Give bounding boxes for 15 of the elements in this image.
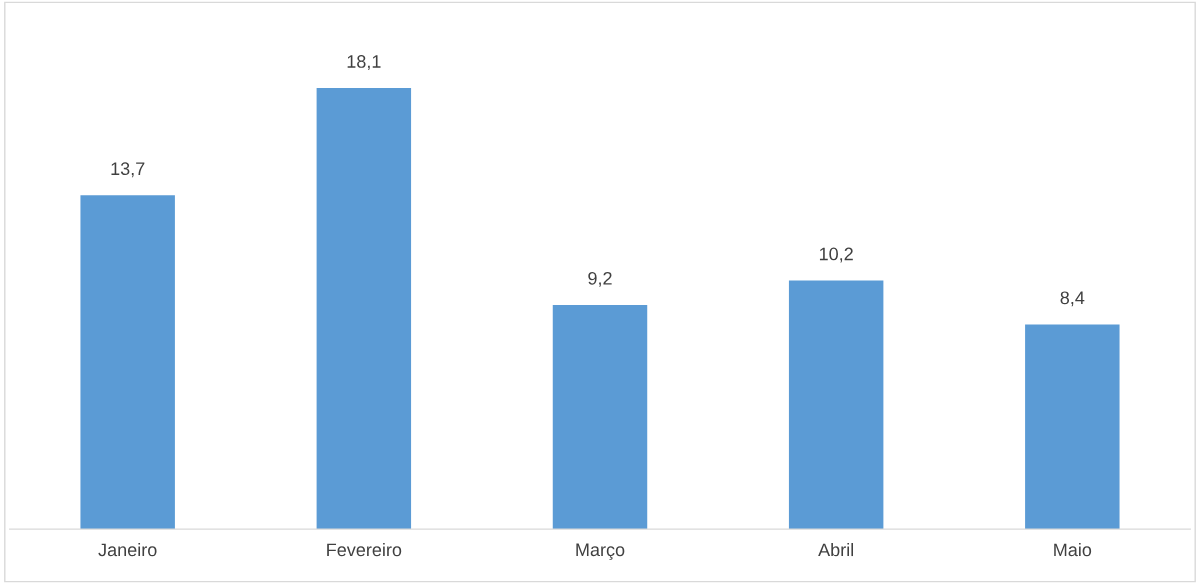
data-label: 8,4 bbox=[1060, 291, 1085, 307]
data-label: 9,2 bbox=[588, 271, 612, 287]
bar bbox=[80, 195, 175, 530]
x-tick-label: Março bbox=[576, 543, 625, 560]
x-tick-label: Fevereiro bbox=[327, 542, 402, 557]
x-tick-label: Maio bbox=[1054, 542, 1092, 557]
x-tick-label: Janeiro bbox=[98, 542, 157, 557]
bar bbox=[552, 304, 648, 530]
bar bbox=[1025, 324, 1120, 530]
data-label: 10,2 bbox=[819, 247, 853, 263]
bar bbox=[316, 88, 412, 530]
data-label: 13,7 bbox=[111, 162, 145, 178]
x-tick-label: Abril bbox=[818, 542, 854, 557]
bar bbox=[788, 280, 884, 530]
data-label: 18,1 bbox=[347, 55, 381, 70]
